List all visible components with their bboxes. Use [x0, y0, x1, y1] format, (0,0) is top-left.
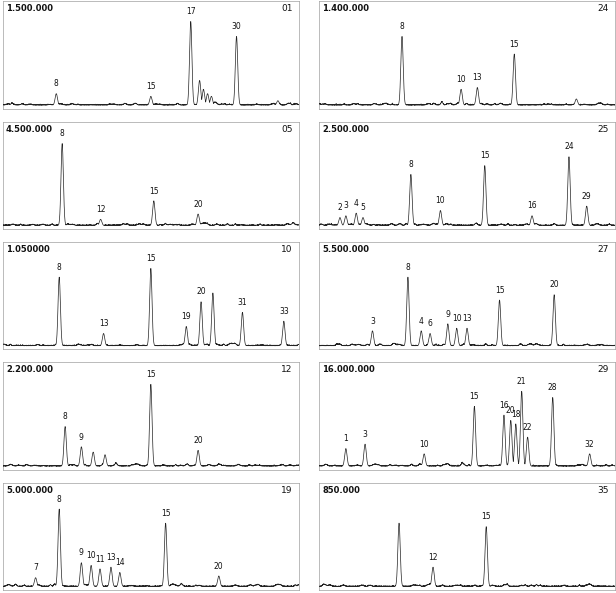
Text: 850.000: 850.000 — [322, 486, 360, 495]
Text: 31: 31 — [238, 298, 247, 307]
Text: 18: 18 — [511, 410, 521, 419]
Text: 1.400.000: 1.400.000 — [322, 4, 369, 14]
Text: 5.500.000: 5.500.000 — [322, 245, 369, 254]
Text: 9: 9 — [79, 549, 84, 557]
Text: 28: 28 — [548, 383, 557, 392]
Text: 24: 24 — [564, 142, 573, 151]
Text: 12: 12 — [96, 205, 105, 214]
Text: 8: 8 — [57, 495, 62, 503]
Text: 24: 24 — [598, 4, 609, 14]
Text: 25: 25 — [598, 125, 609, 134]
Text: 10: 10 — [281, 245, 293, 254]
Text: 11: 11 — [95, 554, 105, 563]
Text: 17: 17 — [186, 7, 195, 16]
Text: 4: 4 — [354, 199, 359, 208]
Text: 05: 05 — [281, 125, 293, 134]
Text: 16: 16 — [499, 401, 509, 410]
Text: 1.050000: 1.050000 — [6, 245, 50, 254]
Text: 27: 27 — [598, 245, 609, 254]
Text: 5: 5 — [360, 203, 365, 212]
Text: 22: 22 — [523, 423, 532, 432]
Text: 15: 15 — [146, 254, 156, 263]
Text: 15: 15 — [480, 151, 490, 160]
Text: 8: 8 — [408, 160, 413, 169]
Text: 8: 8 — [60, 129, 65, 138]
Text: 32: 32 — [585, 439, 594, 448]
Text: 30: 30 — [232, 22, 241, 31]
Text: 13: 13 — [462, 314, 472, 323]
Text: 35: 35 — [598, 486, 609, 495]
Text: 3: 3 — [344, 202, 348, 211]
Text: 8: 8 — [57, 263, 62, 272]
Text: 19: 19 — [182, 312, 191, 321]
Text: 19: 19 — [281, 486, 293, 495]
Text: 29: 29 — [598, 365, 609, 374]
Text: 33: 33 — [279, 307, 289, 316]
Text: 12: 12 — [428, 553, 438, 562]
Text: 20: 20 — [193, 436, 203, 445]
Text: 4.500.000: 4.500.000 — [6, 125, 53, 134]
Text: 01: 01 — [281, 4, 293, 14]
Text: 21: 21 — [517, 377, 527, 386]
Text: 7: 7 — [33, 563, 38, 572]
Text: 15: 15 — [146, 370, 156, 379]
Text: 14: 14 — [115, 558, 124, 567]
Text: 13: 13 — [106, 553, 116, 562]
Text: 12: 12 — [282, 365, 293, 374]
Text: 9: 9 — [445, 310, 450, 318]
Text: 2.200.000: 2.200.000 — [6, 365, 53, 374]
Text: 5.000.000: 5.000.000 — [6, 486, 53, 495]
Text: 16: 16 — [527, 202, 537, 211]
Text: 13: 13 — [472, 73, 482, 82]
Text: 2.500.000: 2.500.000 — [322, 125, 369, 134]
Text: 15: 15 — [469, 392, 479, 401]
Text: 10: 10 — [86, 551, 96, 560]
Text: 10: 10 — [456, 75, 466, 84]
Text: 8: 8 — [405, 263, 410, 272]
Text: 2: 2 — [338, 203, 342, 212]
Text: 1: 1 — [344, 434, 348, 443]
Text: 29: 29 — [582, 192, 591, 201]
Text: 8: 8 — [400, 22, 404, 31]
Text: 3: 3 — [363, 430, 368, 439]
Text: 15: 15 — [146, 82, 156, 91]
Text: 15: 15 — [495, 286, 505, 295]
Text: 15: 15 — [509, 40, 519, 49]
Text: 20: 20 — [193, 200, 203, 209]
Text: 3: 3 — [370, 317, 375, 326]
Text: 16.000.000: 16.000.000 — [322, 365, 375, 374]
Text: 1.500.000: 1.500.000 — [6, 4, 53, 14]
Text: 13: 13 — [99, 319, 108, 328]
Text: 15: 15 — [161, 509, 171, 518]
Text: 10: 10 — [419, 439, 429, 448]
Text: 8: 8 — [63, 412, 68, 421]
Text: 9: 9 — [79, 432, 84, 442]
Text: 20: 20 — [197, 288, 206, 296]
Text: 4: 4 — [419, 317, 424, 326]
Text: 6: 6 — [428, 319, 432, 328]
Text: 20: 20 — [214, 562, 224, 570]
Text: 20: 20 — [506, 406, 516, 415]
Text: 20: 20 — [549, 280, 559, 289]
Text: 10: 10 — [436, 196, 445, 205]
Text: 10: 10 — [452, 314, 461, 323]
Text: 8: 8 — [54, 79, 59, 88]
Text: 15: 15 — [482, 512, 491, 521]
Text: 15: 15 — [149, 187, 158, 196]
